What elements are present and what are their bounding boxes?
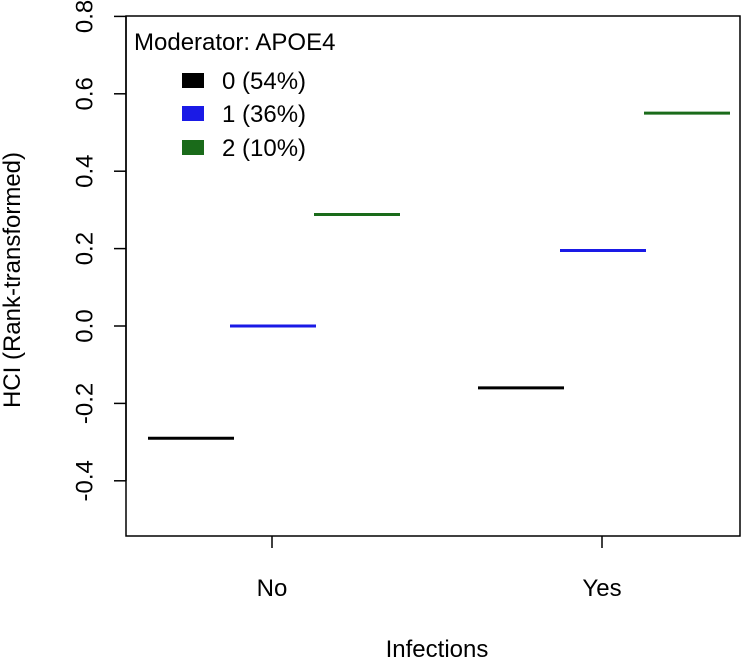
y-tick-label: 0.6 [71, 77, 98, 110]
legend-swatch-0 [182, 73, 204, 88]
y-tick-label: -0.4 [71, 460, 98, 501]
legend-item: 0 (54%) [182, 68, 306, 95]
legend-label-2: 2 (10%) [222, 135, 306, 162]
plot-frame [125, 15, 741, 537]
x-axis-label: Infections [386, 636, 489, 663]
legend-title: Moderator: APOE4 [134, 29, 335, 56]
y-tick-label: 0.0 [71, 309, 98, 342]
legend-item: 1 (36%) [182, 101, 306, 128]
legend: Moderator: APOE4 0 (54%) 1 (36%) 2 (10%) [134, 29, 335, 162]
y-axis-label: HCI (Rank-transformed) [0, 152, 26, 408]
y-tick-label: -0.2 [71, 383, 98, 424]
x-tick-label: Yes [582, 575, 621, 602]
y-axis: -0.4 -0.2 0.0 0.2 0.4 0.6 0.8 [71, 0, 127, 501]
legend-label-1: 1 (36%) [222, 101, 306, 128]
y-tick-label: 0.8 [71, 0, 98, 33]
legend-swatch-2 [182, 140, 204, 155]
legend-label-0: 0 (54%) [222, 68, 306, 95]
y-tick-label: 0.4 [71, 155, 98, 188]
y-tick-label: 0.2 [71, 232, 98, 265]
legend-swatch-1 [182, 106, 204, 121]
x-axis: No Yes [257, 536, 622, 602]
series-segments [148, 111, 730, 440]
x-tick-label: No [257, 575, 288, 602]
legend-item: 2 (10%) [182, 135, 306, 162]
